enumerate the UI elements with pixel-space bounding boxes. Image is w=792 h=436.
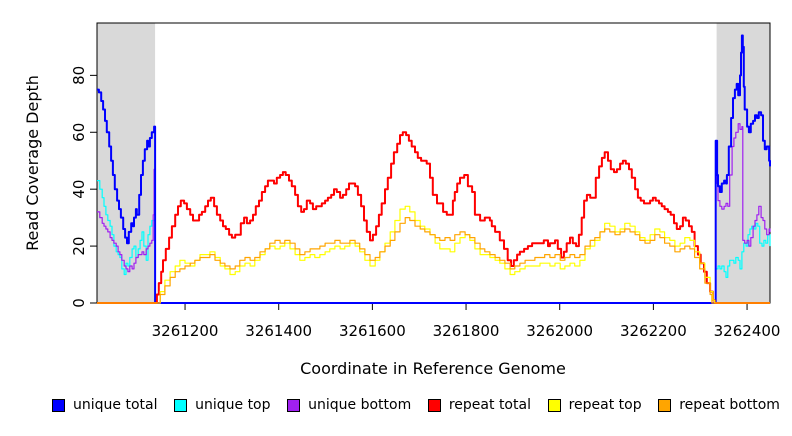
plot-frame — [96, 22, 771, 304]
y-tick-label: 0 — [70, 298, 88, 308]
x-tick-label: 3261400 — [245, 322, 312, 340]
y-tick-label: 60 — [70, 123, 88, 142]
y-tick-label: 20 — [70, 237, 88, 256]
legend-swatch-repeat-total — [427, 398, 441, 412]
plot-border — [96, 22, 771, 304]
series-line-repeat-bottom — [97, 217, 770, 304]
legend-item-unique-total: unique total — [52, 397, 157, 413]
shaded-region — [97, 23, 156, 303]
legend-label-repeat-bottom: repeat bottom — [679, 397, 780, 413]
y-tick-label: 40 — [70, 180, 88, 199]
legend-item-repeat-total: repeat total — [427, 397, 531, 413]
legend-item-repeat-bottom: repeat bottom — [658, 397, 780, 413]
legend-swatch-repeat-top — [547, 398, 561, 412]
series-line-repeat-total — [97, 131, 770, 304]
legend-item-repeat-top: repeat top — [547, 397, 642, 413]
shaded-regions — [97, 23, 770, 303]
axis-tick-labels: 3261200 3261400 3261600 3261800 3262000 32622… — [70, 66, 780, 340]
x-tick-label: 3261200 — [152, 322, 219, 340]
legend-swatch-unique-total — [52, 398, 65, 412]
x-tick-label: 3262400 — [714, 322, 781, 340]
legend-label-unique-bottom: unique bottom — [308, 397, 412, 413]
x-tick-label: 3261800 — [433, 322, 500, 340]
legend: unique total unique top unique bottom re… — [52, 395, 780, 415]
legend-swatch-unique-bottom — [287, 398, 301, 412]
data-series-lines — [97, 34, 771, 304]
legend-label-unique-total: unique total — [73, 397, 158, 413]
legend-swatch-unique-top — [174, 398, 188, 412]
legend-label-unique-top: unique top — [195, 397, 271, 413]
x-tick-label: 3262200 — [620, 322, 687, 340]
legend-item-unique-top: unique top — [174, 397, 271, 413]
legend-label-repeat-top: repeat top — [568, 397, 642, 413]
x-axis-title: Coordinate in Reference Genome — [300, 359, 566, 378]
series-line-unique-total — [97, 34, 771, 304]
series-line-unique-bottom — [97, 123, 771, 304]
x-tick-label: 3261600 — [339, 322, 406, 340]
x-tick-label: 3262000 — [526, 322, 593, 340]
legend-label-repeat-total: repeat total — [448, 397, 531, 413]
legend-swatch-repeat-bottom — [658, 398, 672, 412]
series-line-unique-top — [97, 180, 771, 304]
y-axis-title: Read Coverage Depth — [23, 75, 42, 251]
axis-ticks — [90, 74, 748, 310]
y-tick-label: 80 — [70, 66, 88, 85]
legend-item-unique-bottom: unique bottom — [287, 397, 411, 413]
